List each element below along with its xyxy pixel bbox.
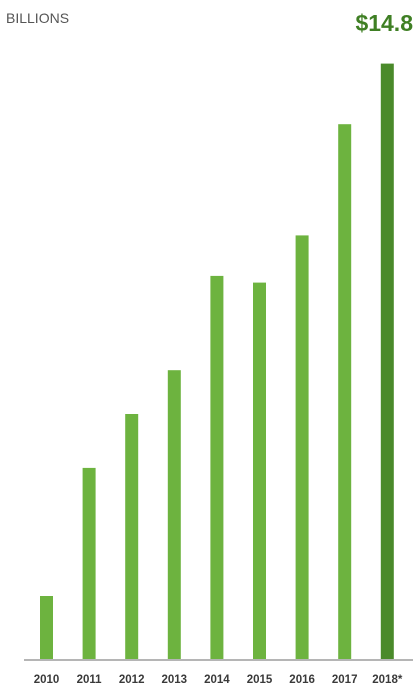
bar-2017 <box>338 124 352 660</box>
bar-2016 <box>295 235 309 660</box>
x-tick-label: 2017 <box>332 674 358 686</box>
bar-2011 <box>82 467 96 660</box>
bar-2013 <box>167 370 181 660</box>
x-tick-label: 2013 <box>162 674 188 686</box>
x-tick-label: 2014 <box>204 674 230 686</box>
x-tick-label: 2016 <box>289 674 315 686</box>
bar-2015 <box>253 282 266 660</box>
x-tick-label: 2012 <box>119 674 145 686</box>
bar-2012 <box>125 414 139 660</box>
x-tick-label: 2018* <box>372 674 403 686</box>
x-tick-labels: 2010 2011 2012 2013 2014 2015 2016 2017 2018* <box>34 674 403 686</box>
bars-group <box>40 63 394 661</box>
x-tick-label: 2011 <box>77 674 103 686</box>
unit-label: BILLIONS <box>6 10 69 26</box>
bar-2010 <box>40 596 53 660</box>
bar-2014 <box>210 275 224 660</box>
x-tick-label: 2010 <box>34 674 60 686</box>
x-tick-label: 2015 <box>247 674 273 686</box>
bar-2018* <box>380 63 394 661</box>
highlight-value-label: $14.8 <box>355 10 413 36</box>
